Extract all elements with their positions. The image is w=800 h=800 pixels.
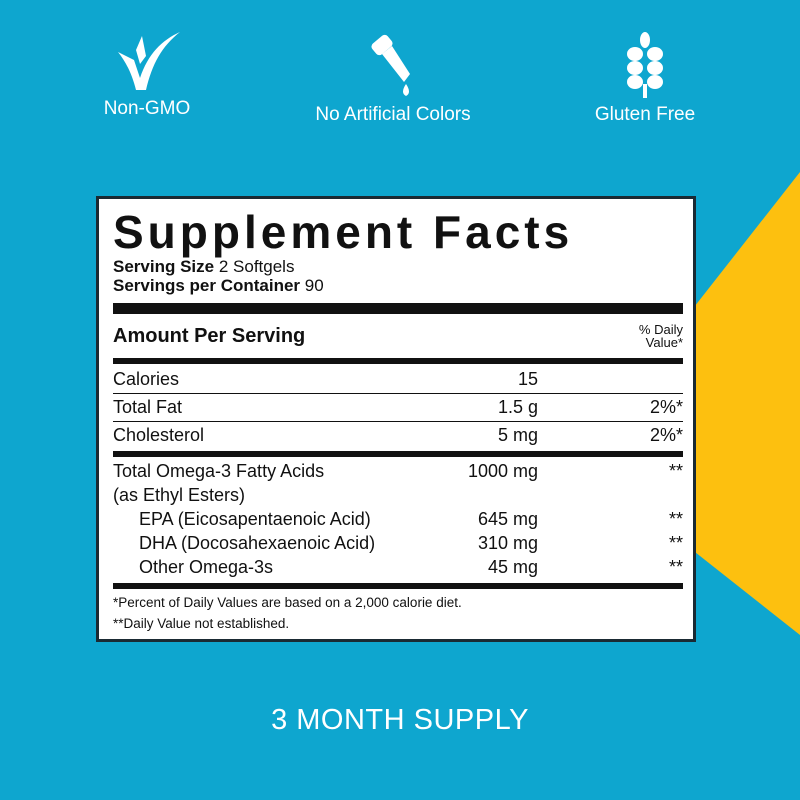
divider [113,303,683,314]
nutrient-row: Total Omega-3 Fatty Acids 1000 mg ** [113,461,683,481]
serving-size: Serving Size 2 Softgels [113,257,295,276]
supply-text: 3 MONTH SUPPLY [271,704,529,736]
nutrient-note: (as Ethyl Esters) [113,485,246,505]
amount-header: Amount Per Serving % Daily Value* [113,322,683,350]
badge-non-gmo: Non-GMO [47,30,247,120]
facts-title: Supplement Facts [113,206,574,258]
nutrient-row: EPA (Eicosapentaenoic Acid) 645 mg ** [139,509,683,529]
divider [113,583,683,589]
nutrient-row: Total Fat 1.5 g 2%* [113,397,683,417]
badge-gluten-free: Gluten Free [545,32,745,126]
nutrient-row: Other Omega-3s 45 mg ** [139,557,683,577]
footnotes: *Percent of Daily Values are based on a … [113,595,462,631]
divider [113,358,683,364]
nutrient-row: Cholesterol 5 mg 2%* [113,425,683,445]
check-leaf-icon [118,32,180,90]
nutrient-row: Calories 15 [113,369,538,389]
badge-no-artificial-colors: No Artificial Colors [293,34,493,126]
dropper-icon [371,34,410,96]
nutrient-row: DHA (Docosahexaenoic Acid) 310 mg ** [139,533,683,553]
supplement-facts-panel: Supplement Facts Serving Size 2 Softgels… [96,196,696,642]
servings-per-container: Servings per Container 90 [113,276,324,295]
divider [113,451,683,457]
wheat-icon [627,32,663,98]
